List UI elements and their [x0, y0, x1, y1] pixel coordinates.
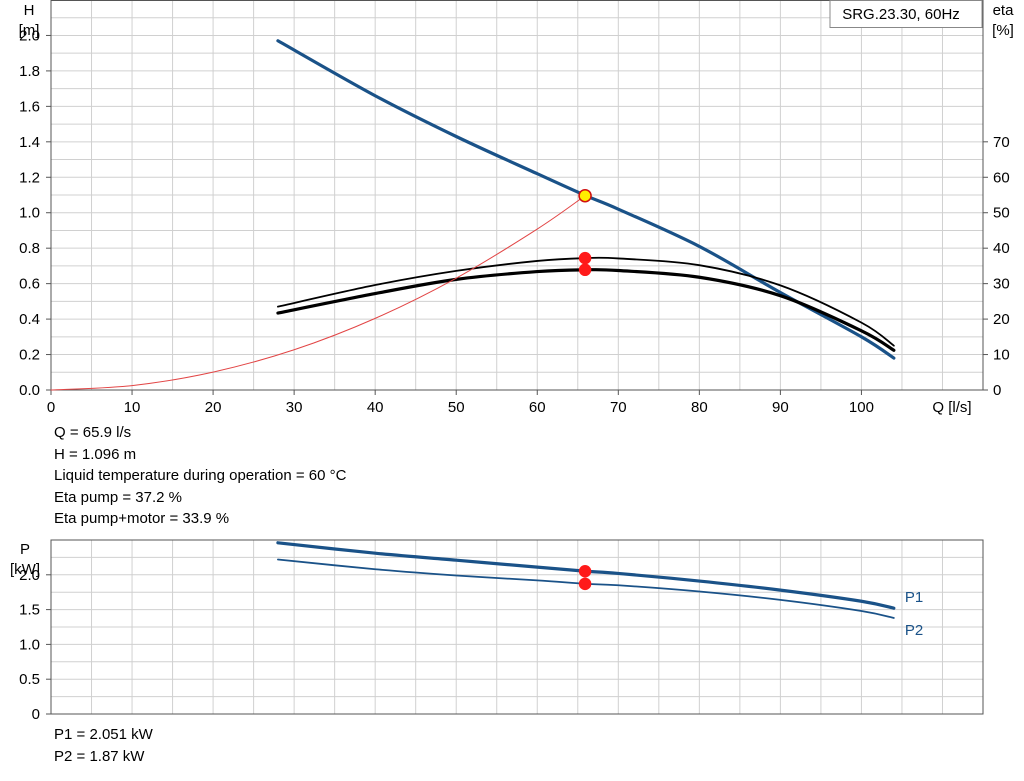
right-y-tick-label: 10	[993, 347, 1010, 364]
head-readout: H = 1.096 m	[54, 445, 137, 463]
operating-point-readout: Q = 65.9 l/s H = 1.096 m Liquid temperat…	[54, 422, 346, 530]
eta-pump-motor-marker	[578, 263, 592, 277]
x-tick-label: 0	[47, 399, 55, 416]
left-y-axis-unit: [m]	[19, 22, 40, 39]
x-tick-label: 50	[448, 399, 465, 416]
x-tick-label: 100	[849, 399, 874, 416]
p2-marker	[578, 577, 592, 591]
right-y-tick-label: 50	[993, 205, 1010, 222]
horizontal-gridlines	[51, 17, 983, 373]
power-y-tick-label: 1.5	[19, 602, 40, 619]
x-tick-label: 80	[691, 399, 708, 416]
power-chart: 0 0.5 1.0 1.5 2.0 P [kW] P1 P2	[10, 539, 984, 723]
right-y-axis-unit: [%]	[992, 22, 1014, 39]
x-tick-label: 20	[205, 399, 222, 416]
eta-pump-motor-curve	[276, 268, 896, 352]
left-y-tick-label: 2.0	[19, 27, 40, 44]
liquid-temperature-readout: Liquid temperature during operation = 60…	[54, 467, 347, 484]
duty-point-marker	[578, 188, 592, 203]
left-y-tick-label: 0.6	[19, 276, 40, 293]
p1-readout: P1 = 2.051 kW	[54, 726, 153, 743]
p1-curve-label: P1	[905, 589, 923, 606]
eta-pump-motor-readout: Eta pump+motor = 33.9 %	[54, 510, 230, 527]
left-y-tick-label: 0.2	[19, 347, 40, 364]
p2-curve-label: P2	[905, 622, 923, 639]
top-series	[50, 39, 896, 391]
chart-title-box: SRG.23.30, 60Hz	[829, 0, 983, 28]
left-y-tick-label: 0.4	[19, 311, 40, 328]
left-y-tick-label: 0.8	[19, 240, 40, 257]
left-y-tick-label: 1.2	[19, 169, 40, 186]
p1-curve	[276, 541, 896, 610]
p2-curve	[277, 558, 895, 619]
x-axis-label: Q [l/s]	[932, 399, 971, 416]
x-axis-ticks: 0 10 20 30 40 50 60 70 80 90 100	[47, 390, 874, 416]
eta-pump-readout: Eta pump = 37.2 %	[54, 488, 182, 506]
right-y-tick-label: 20	[993, 311, 1010, 328]
x-tick-label: 70	[610, 399, 627, 416]
right-y-tick-label: 70	[993, 134, 1010, 151]
power-y-axis-ticks: 0 0.5 1.0 1.5 2.0	[19, 567, 51, 723]
left-y-tick-label: 1.0	[19, 205, 40, 222]
head-curve	[276, 39, 896, 360]
system-curve	[50, 195, 586, 391]
x-tick-label: 30	[286, 399, 303, 416]
x-tick-label: 90	[772, 399, 789, 416]
left-y-tick-label: 1.6	[19, 98, 40, 115]
right-y-axis-label: eta	[993, 2, 1015, 19]
eta-pump-marker	[578, 251, 592, 265]
left-y-tick-label: 1.8	[19, 63, 40, 80]
left-y-axis-label: H	[24, 2, 35, 19]
left-y-axis-ticks: 0.0 0.2 0.4 0.6 0.8 1.0 1.2 1.4 1.6 1.8 2.0	[19, 27, 51, 399]
x-tick-label: 40	[367, 399, 384, 416]
p2-readout: P2 = 1.87 kW	[54, 747, 145, 765]
left-y-tick-label: 0.0	[19, 382, 40, 399]
right-y-axis-ticks: 0 10 20 30 40 50 60 70	[983, 134, 1010, 399]
p1-marker	[578, 565, 592, 578]
power-plot-frame	[50, 539, 984, 715]
power-y-tick-label: 1.0	[19, 636, 40, 653]
right-y-tick-label: 40	[993, 240, 1010, 257]
power-horizontal-gridlines	[51, 556, 983, 698]
flow-readout: Q = 65.9 l/s	[54, 424, 132, 441]
right-y-tick-label: 60	[993, 169, 1010, 186]
chart-title: SRG.23.30, 60Hz	[842, 6, 960, 23]
power-y-axis-unit: [kW]	[10, 561, 40, 578]
power-readout: P1 = 2.051 kW P2 = 1.87 kW	[54, 724, 153, 767]
right-y-tick-label: 30	[993, 276, 1010, 293]
left-y-tick-label: 1.4	[19, 134, 40, 151]
power-y-axis-label: P	[20, 541, 30, 558]
power-y-tick-label: 0.5	[19, 671, 40, 688]
plot-frame	[50, 0, 984, 391]
x-tick-label: 10	[124, 399, 141, 416]
x-tick-label: 60	[529, 399, 546, 416]
title-frame	[829, 0, 983, 28]
power-y-tick-label: 0	[32, 706, 40, 723]
eta-pump-curve	[277, 256, 895, 347]
right-y-tick-label: 0	[993, 382, 1001, 399]
power-y-tick-label: 2.0	[19, 567, 40, 584]
head-efficiency-chart: 0 10 20 30 40 50 60 70 80 90 100 Q [l/s]0.00.20.40.…	[19, 0, 1015, 416]
